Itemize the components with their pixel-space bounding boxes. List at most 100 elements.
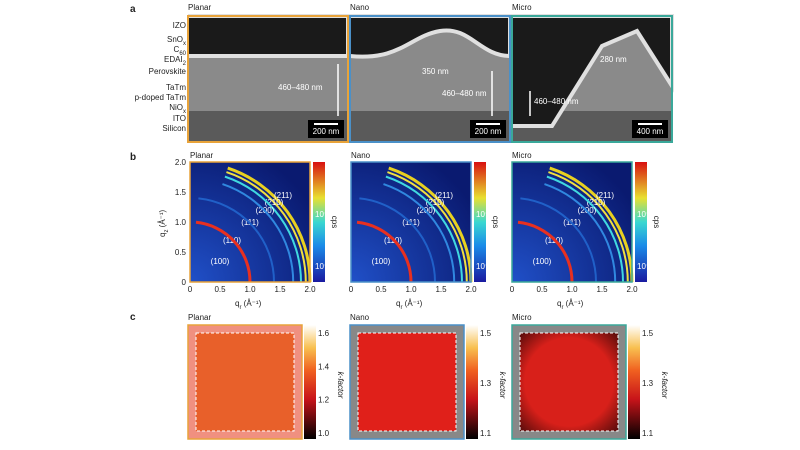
text-sub: r	[561, 305, 563, 311]
text-unit: (Å⁻¹)	[563, 299, 583, 308]
x-tick-label: 0.5	[214, 285, 226, 294]
diffraction-ring	[198, 197, 275, 283]
colorbar-tick: 1.3	[480, 379, 492, 388]
column-title: Planar	[188, 3, 211, 12]
x-axis-label: qr (Å⁻¹)	[557, 299, 584, 311]
text-base: IZO	[173, 21, 186, 30]
frame	[349, 324, 465, 440]
column-title: Nano	[350, 3, 370, 12]
colorbar-tick: 10⁻²	[637, 262, 653, 271]
y-tick-label: 1.0	[175, 218, 187, 227]
colorbar	[466, 325, 478, 439]
frame	[511, 161, 633, 283]
layer-label: TaTm	[166, 83, 186, 92]
kmap-outline	[519, 332, 619, 432]
sem-top	[512, 16, 672, 126]
colorbar-tick: 1.5	[642, 329, 654, 338]
kmap-outline	[195, 332, 295, 432]
frame	[511, 15, 673, 143]
y-tick-label: 1.5	[175, 188, 187, 197]
sem-coating	[349, 14, 512, 59]
panel-label: c	[130, 312, 136, 323]
x-tick-label: 1.5	[435, 285, 447, 294]
colorbar	[628, 325, 640, 439]
ring-label: (100)	[533, 257, 552, 266]
text-base: p-doped TaTm	[135, 93, 187, 102]
kmap	[520, 333, 618, 431]
layer-label: p-doped TaTm	[135, 93, 187, 102]
ring-label: (211)	[596, 191, 614, 200]
text-sub: x	[183, 109, 186, 115]
x-tick-label: 2.0	[304, 285, 316, 294]
x-tick-label: 1.5	[274, 285, 286, 294]
colorbar-tick: 1.0	[318, 429, 330, 438]
kmap	[358, 333, 456, 431]
colorbar-tick: 10⁻¹	[476, 210, 492, 219]
layer-label: EDAI2	[164, 55, 187, 67]
x-tick-label: 0.5	[536, 285, 548, 294]
layer-label: NiOx	[169, 103, 186, 115]
column-title: Planar	[190, 151, 213, 160]
colorbar-label: k-factor	[498, 372, 507, 399]
x-tick-label: 1.0	[244, 285, 256, 294]
diffraction-ring	[549, 166, 634, 283]
ring-label: (211)	[274, 191, 292, 200]
colorbar-label: cps	[491, 216, 500, 228]
sem-top	[188, 16, 348, 56]
ring-label: (211)	[435, 191, 453, 200]
frame	[189, 161, 311, 283]
text-sub: z	[164, 230, 170, 233]
diffraction-ring	[224, 175, 302, 283]
kmap	[196, 333, 294, 431]
colorbar-tick: 1.6	[318, 329, 330, 338]
colorbar	[474, 162, 486, 282]
colorbar-label: k-factor	[660, 372, 669, 399]
thickness: 460–480 nm	[278, 83, 323, 92]
column-title: Micro	[512, 3, 532, 12]
ring-label: (100)	[211, 257, 230, 266]
kmap-outline	[357, 332, 457, 432]
dimension: 350 nm	[422, 67, 449, 76]
colorbar-tick: 1.1	[642, 429, 654, 438]
diffraction-ring	[546, 175, 624, 283]
layer-label: Silicon	[162, 124, 186, 133]
text-base: q	[158, 233, 167, 237]
text-base: q	[235, 299, 239, 308]
x-tick-label: 0	[188, 285, 193, 294]
diffraction-ring	[195, 220, 252, 283]
diffraction-ring	[385, 175, 463, 283]
x-axis-label: qr (Å⁻¹)	[396, 299, 423, 311]
text-unit: (Å⁻¹)	[402, 299, 422, 308]
text-unit: (Å⁻¹)	[158, 209, 167, 229]
text-base: TaTm	[166, 83, 186, 92]
x-axis-label: qr (Å⁻¹)	[235, 299, 262, 311]
column-title: Nano	[351, 151, 371, 160]
scale-label: 200 nm	[475, 127, 502, 136]
scale-label: 400 nm	[637, 127, 664, 136]
sem-top	[350, 16, 510, 57]
diffraction-ring	[388, 166, 473, 283]
ring-label: (210)	[265, 198, 284, 207]
x-tick-label: 0.5	[375, 285, 387, 294]
scale-label: 200 nm	[313, 127, 340, 136]
text-sub: x	[183, 41, 186, 47]
ring-label: (210)	[426, 198, 445, 207]
text-base: Perovskite	[149, 67, 187, 76]
text-base: Silicon	[162, 124, 186, 133]
text-base: EDAI	[164, 55, 183, 64]
frame	[350, 161, 472, 283]
column-title: Micro	[512, 151, 532, 160]
y-tick-label: 0	[182, 278, 187, 287]
y-tick-label: 0.5	[175, 248, 187, 257]
diffraction-ring	[383, 183, 456, 283]
text-unit: (Å⁻¹)	[241, 299, 261, 308]
layer-label: SnOx	[167, 35, 186, 47]
colorbar-tick: 10⁻¹	[315, 210, 331, 219]
colorbar	[313, 162, 325, 282]
diffraction-ring	[222, 183, 295, 283]
panel-label: a	[130, 4, 136, 15]
frame	[349, 15, 511, 143]
colorbar-tick: 10⁻²	[315, 262, 331, 271]
layer-label: IZO	[173, 21, 186, 30]
